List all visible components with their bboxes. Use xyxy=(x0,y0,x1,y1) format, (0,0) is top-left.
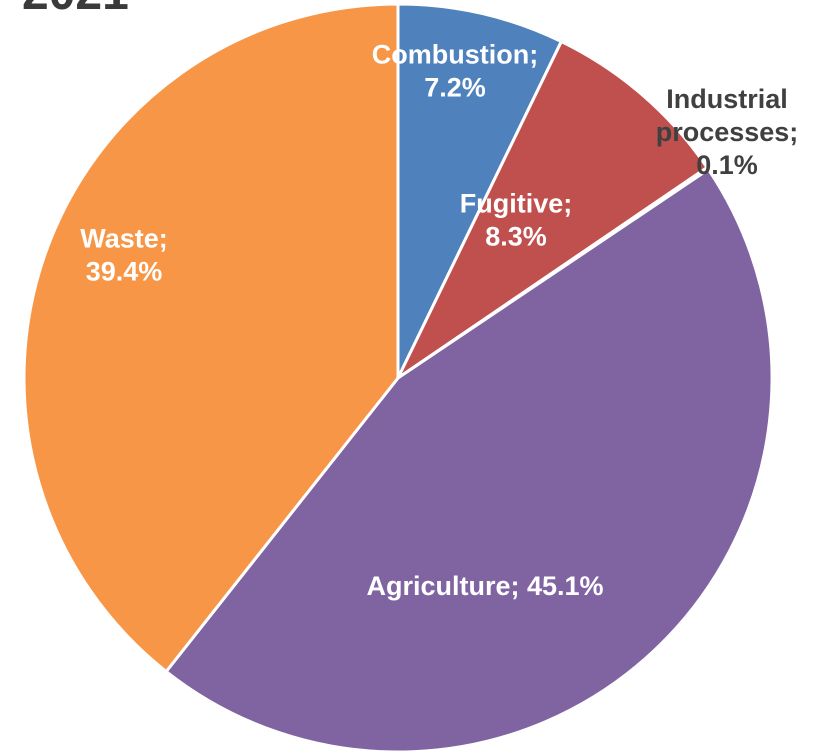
data-label-industrial-processes: Industrial processes; 0.1% xyxy=(656,84,799,180)
chart-title: 2021 xyxy=(22,0,129,18)
data-label-fugitive: Fugitive; 8.3% xyxy=(460,189,573,252)
data-label-waste: Waste; 39.4% xyxy=(80,224,168,287)
pie-slice-agriculture xyxy=(164,167,774,753)
pie-slice-waste xyxy=(22,2,400,674)
data-label-agriculture: Agriculture; 45.1% xyxy=(366,571,603,601)
data-label-combustion: Combustion; 7.2% xyxy=(372,40,538,103)
pie-slice-fugitive xyxy=(394,39,710,383)
pie-slice-combustion xyxy=(396,2,564,379)
pie-slices xyxy=(22,2,774,753)
slice-labels: Combustion; 7.2% Fugitive; 8.3% Industrial pr… xyxy=(80,40,798,602)
